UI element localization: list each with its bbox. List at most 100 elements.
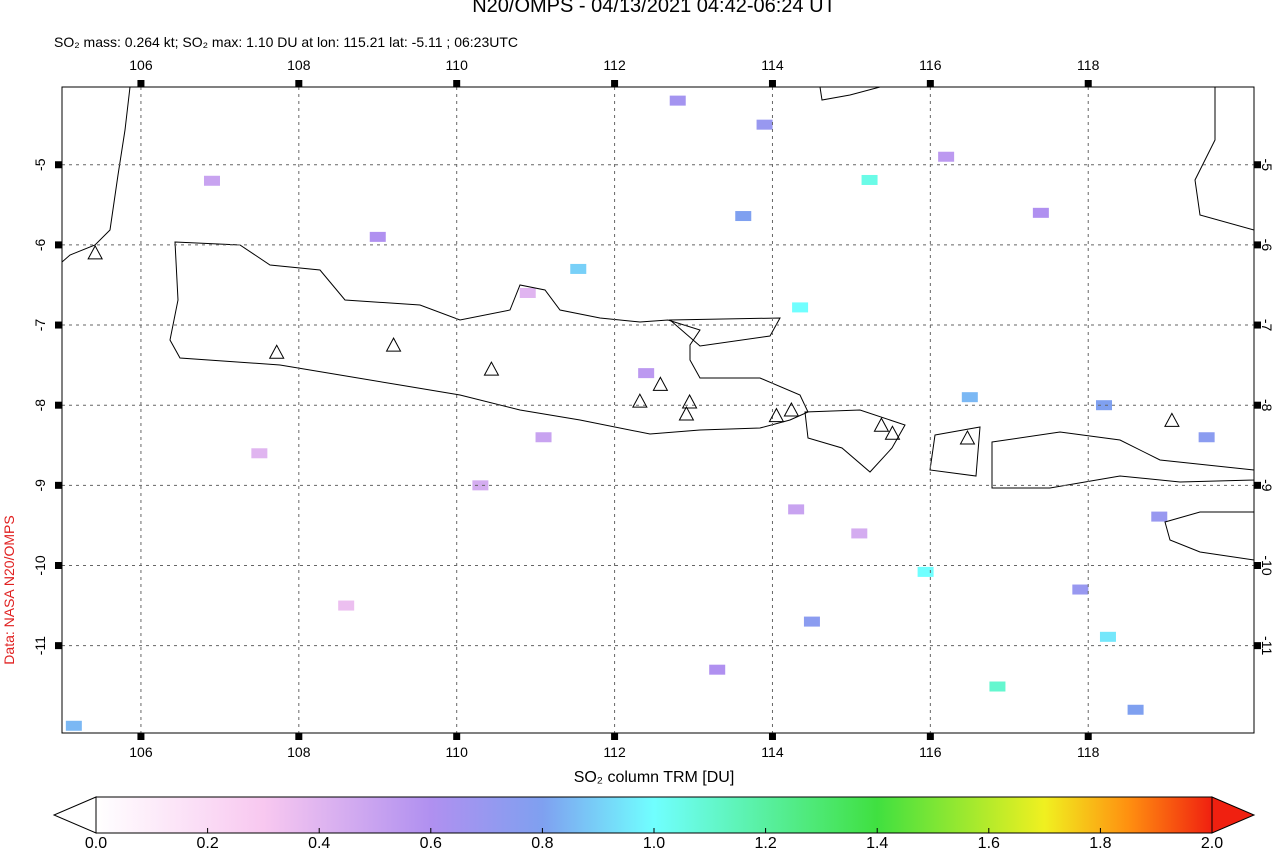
volcano	[1164, 412, 1180, 427]
x-tick-label: 112	[603, 744, 626, 760]
y-tick-label: -8	[1259, 399, 1272, 412]
so2-pixel	[369, 231, 386, 242]
x-tick-label: 112	[603, 57, 626, 73]
so2-pixel	[851, 528, 868, 539]
coastline	[991, 431, 1254, 489]
so2-pixel	[709, 664, 726, 675]
so2-pixel	[535, 432, 552, 443]
so2-pixel	[251, 448, 268, 459]
y-tick-label: -10	[32, 555, 48, 575]
coastlines	[62, 87, 1254, 561]
colorbar-high-arrow	[1211, 796, 1256, 834]
volcano	[681, 393, 698, 409]
x-tick-label: 118	[1077, 744, 1100, 760]
y-tick-label: -7	[1259, 319, 1272, 332]
so2-pixel	[735, 211, 752, 222]
volcano	[483, 361, 500, 376]
so2-pixel	[638, 368, 655, 379]
so2-pixel	[65, 720, 82, 731]
subtitle: SO₂ mass: 0.264 kt; SO₂ max: 1.10 DU at …	[54, 34, 518, 50]
volcano	[652, 376, 669, 391]
so2-pixel	[1127, 704, 1144, 715]
coastline	[819, 87, 881, 101]
colorbar-low-arrow	[52, 796, 97, 834]
colorbar-tick-label: 1.0	[643, 835, 665, 852]
coastline	[169, 241, 809, 435]
y-tick-label: -6	[32, 238, 48, 251]
coastline	[1164, 511, 1254, 561]
colorbar-tick-label: 0.2	[196, 835, 218, 852]
volcano	[959, 429, 976, 445]
y-tick-label: -5	[32, 158, 48, 171]
colorbar-tick-label: 1.6	[978, 835, 1000, 852]
so2-pixel	[338, 600, 355, 611]
y-tick-label: -11	[1259, 636, 1272, 655]
so2-pixel	[1099, 631, 1116, 642]
y-tick-label: -5	[1259, 159, 1272, 172]
coastline	[929, 426, 981, 477]
x-tick-label: 106	[129, 744, 153, 760]
volcano	[87, 244, 103, 260]
so2-pixel	[792, 302, 809, 313]
chart-title: N20/OMPS - 04/13/2021 04:42-06:24 UT	[472, 0, 836, 17]
x-tick-label: 118	[1077, 57, 1100, 73]
so2-pixel	[1096, 400, 1113, 411]
y-tick-label: -9	[32, 479, 48, 492]
x-tick-label: 106	[129, 57, 153, 73]
so2-pixel	[938, 151, 955, 162]
volcano	[783, 401, 800, 417]
colorbar-tick-label: 1.2	[754, 835, 776, 852]
x-tick-label: 108	[287, 744, 311, 760]
so2-pixel	[756, 119, 773, 130]
so2-pixel	[472, 480, 489, 491]
x-tick-label: 116	[919, 57, 942, 73]
y-tick-label: -7	[32, 319, 48, 332]
so2-pixel	[1072, 584, 1089, 595]
so2-pixel	[989, 681, 1006, 692]
credit: Data: NASA N20/OMPS	[1, 515, 17, 664]
volcano	[678, 405, 695, 421]
y-tick-label: -8	[32, 399, 48, 412]
volcano	[632, 393, 648, 408]
pixels	[65, 95, 1215, 731]
colorbar-tick-label: 0.8	[531, 835, 553, 852]
x-tick-label: 110	[446, 744, 469, 760]
y-tick-label: -9	[1259, 479, 1272, 492]
so2-pixel	[917, 566, 934, 577]
so2-pixel	[1151, 511, 1168, 522]
x-tick-label: 116	[919, 744, 942, 760]
colorbar-tick-label: 0.4	[308, 835, 330, 852]
frame-border	[61, 86, 1255, 734]
colorbar	[95, 796, 1213, 834]
so2-pixel	[519, 287, 536, 298]
x-tick-label: 114	[761, 57, 784, 73]
volcano	[268, 344, 285, 359]
volcano	[873, 417, 890, 432]
colorbar-tick-label: 1.8	[1089, 835, 1111, 852]
so2-pixel	[961, 392, 978, 403]
volcano	[884, 425, 901, 440]
colorbar-tick-label: 1.4	[866, 835, 888, 852]
map-area	[62, 87, 1254, 733]
so2-pixel	[570, 263, 587, 274]
map-frame	[55, 80, 1261, 740]
so2-pixel	[1032, 207, 1049, 218]
coastline	[1194, 87, 1254, 231]
so2-pixel	[788, 504, 805, 515]
colorbar-tick-label: 0.0	[85, 835, 107, 852]
colorbar-tick-label: 2.0	[1201, 835, 1223, 852]
colorbar-tick-label: 0.6	[420, 835, 442, 852]
coastline	[62, 87, 131, 263]
so2-pixel	[803, 616, 820, 627]
so2-pixel	[861, 174, 878, 185]
x-tick-label: 108	[287, 57, 311, 73]
coastline	[804, 409, 906, 473]
x-tick-label: 110	[446, 57, 469, 73]
so2-pixel	[669, 95, 686, 106]
volcano	[768, 407, 785, 423]
y-tick-label: -6	[1259, 239, 1272, 252]
so2-pixel	[1198, 432, 1215, 443]
volcano	[385, 337, 402, 352]
so2-pixel	[203, 175, 220, 186]
